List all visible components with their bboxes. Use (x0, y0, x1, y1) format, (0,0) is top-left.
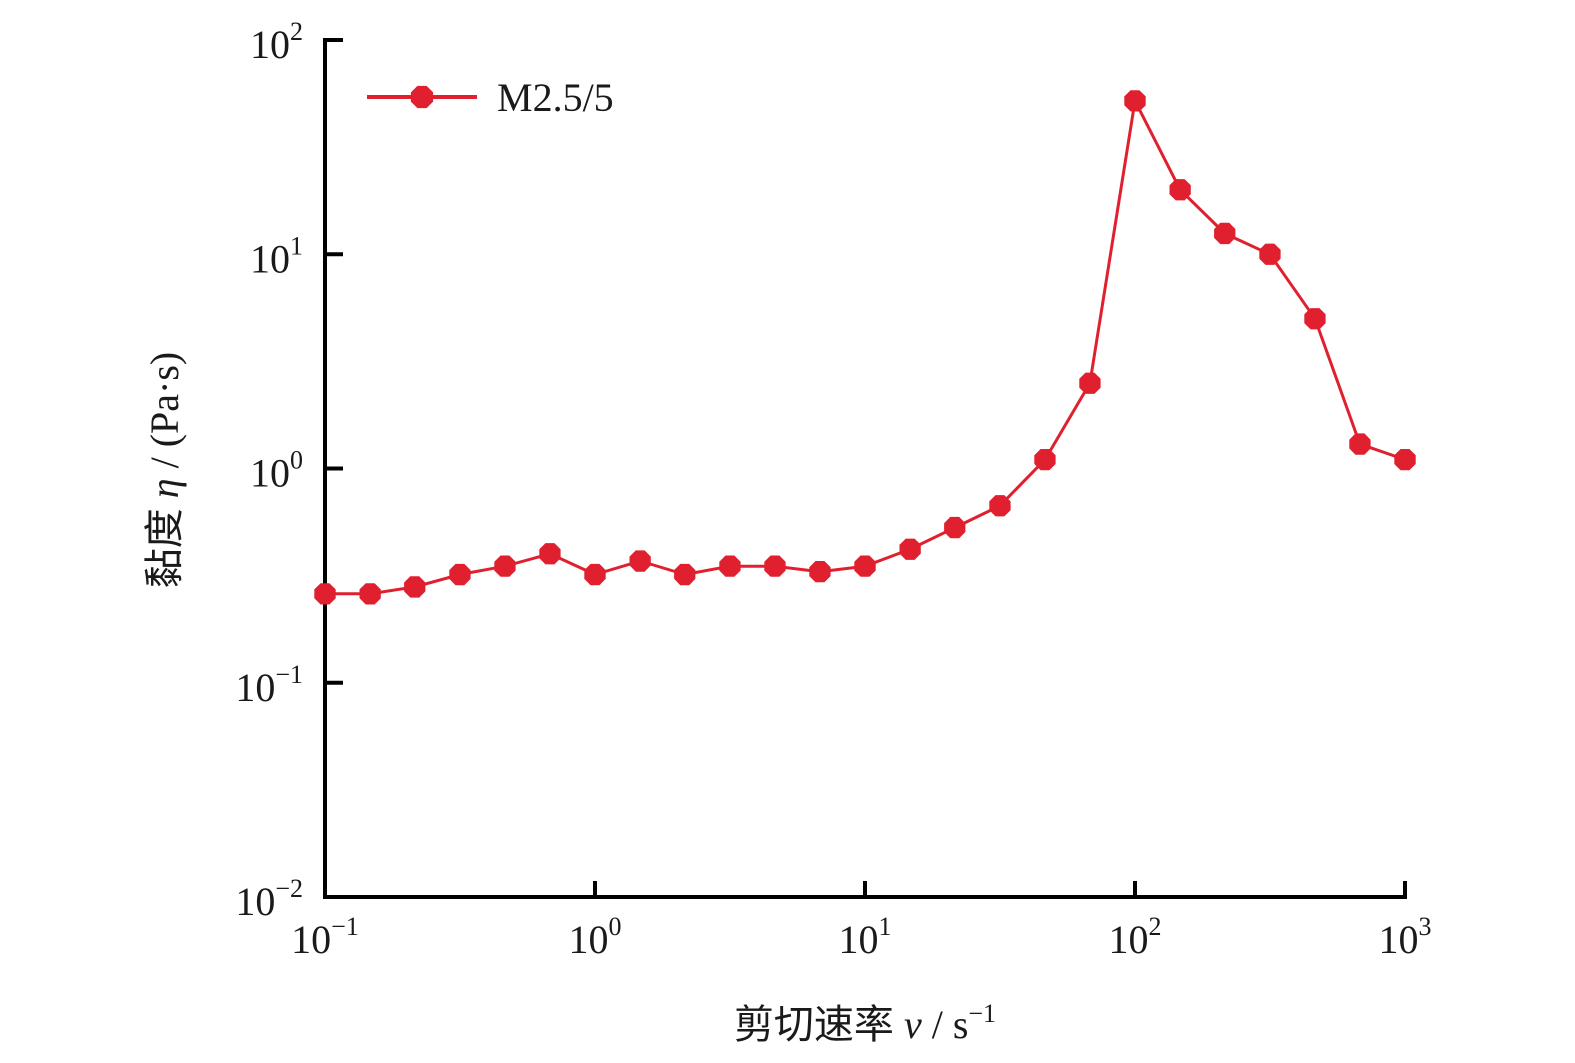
data-point (1349, 433, 1371, 455)
data-point (944, 516, 966, 539)
y-tick-exp: −1 (275, 660, 303, 689)
y-tick-base: 10 (250, 22, 290, 67)
x-tick-exp: −1 (331, 912, 359, 941)
data-point (1034, 449, 1056, 471)
data-point (1259, 243, 1281, 265)
data-point (989, 495, 1011, 517)
x-tick-base: 10 (839, 917, 879, 962)
x-axis-title-prefix: 剪切速率 (734, 1002, 904, 1047)
data-point (404, 576, 426, 598)
y-tick-label: 101 (250, 231, 303, 281)
data-point (854, 555, 876, 577)
y-tick-label: 10−1 (235, 660, 303, 710)
y-tick-exp: 0 (290, 446, 303, 475)
y-tick-base: 10 (250, 451, 290, 496)
data-point (674, 563, 696, 586)
y-tick-exp: −2 (275, 874, 303, 903)
legend-marker (410, 85, 434, 109)
x-tick-exp: 0 (609, 912, 622, 941)
y-tick-base: 10 (235, 879, 275, 924)
x-tick-base: 10 (1109, 917, 1149, 962)
series-line (325, 99, 1406, 596)
legend: M2.5/5 (367, 75, 614, 120)
data-point (314, 583, 336, 605)
y-tick-label: 10−2 (235, 874, 303, 924)
x-tick-exp: 1 (879, 912, 892, 941)
y-tick-base: 10 (250, 236, 290, 281)
data-point (1079, 372, 1101, 394)
y-tick-exp: 2 (290, 17, 303, 46)
x-tick-exp: 3 (1419, 912, 1432, 941)
x-axis-title-unit: / s (922, 1002, 969, 1047)
data-point (809, 561, 831, 583)
data-point (494, 555, 516, 577)
y-axis-title-var: η (142, 478, 187, 498)
x-axis-title: 剪切速率 v / s−1 (734, 999, 996, 1047)
data-point (1214, 222, 1236, 245)
y-tick-base: 10 (235, 665, 275, 710)
x-tick-label: 102 (1109, 912, 1162, 962)
data-point (1124, 90, 1146, 112)
data-point (1304, 308, 1326, 330)
x-tick-base: 10 (1379, 917, 1419, 962)
data-point (584, 563, 606, 586)
series-0 (314, 90, 1416, 605)
data-point (449, 563, 471, 586)
x-tick-base: 10 (569, 917, 609, 962)
x-tick-label: 100 (569, 912, 622, 962)
y-axis-title: 黏度 η / (Pa·s) (142, 352, 187, 588)
y-tick-label: 100 (250, 446, 303, 496)
x-axis-title-var: v (904, 1002, 922, 1047)
series-layer (314, 90, 1416, 605)
y-tick-label: 102 (250, 17, 303, 67)
data-point (539, 543, 561, 565)
y-tick-exp: 1 (290, 231, 303, 260)
axes (323, 38, 1407, 899)
data-point (719, 555, 741, 577)
x-tick-exp: 2 (1149, 912, 1162, 941)
x-axis-title-sup: −1 (968, 999, 996, 1028)
x-tick-label: 10−1 (291, 912, 359, 962)
data-point (764, 555, 786, 577)
x-tick-base: 10 (291, 917, 331, 962)
data-point (629, 550, 651, 572)
data-point (1169, 179, 1191, 201)
x-tick-label: 101 (839, 912, 892, 962)
x-tick-label: 103 (1379, 912, 1432, 962)
legend-label: M2.5/5 (497, 75, 614, 120)
data-point (359, 583, 381, 605)
x-ticks: 10−1 100 101 102 103 (291, 881, 1432, 962)
data-point (1394, 449, 1416, 471)
y-axis-title-prefix: 黏度 (142, 498, 187, 588)
data-point (899, 538, 921, 560)
y-axis-title-unit: / (Pa·s) (142, 352, 187, 479)
